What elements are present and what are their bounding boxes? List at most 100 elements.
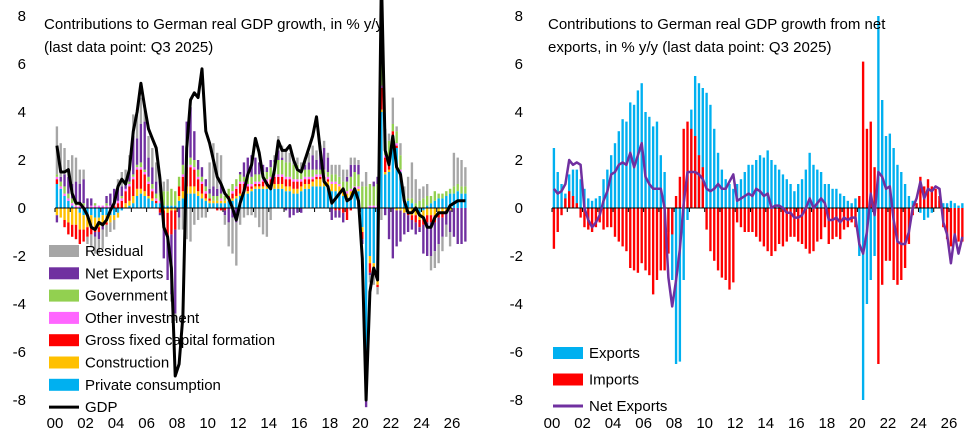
bar-gross-fixed-capital-formation (414, 215, 417, 223)
bar-other-investment (231, 191, 234, 194)
bar-imports (617, 208, 620, 242)
bar-residual (109, 222, 112, 232)
bar-residual (59, 143, 62, 177)
y-tick-label: -4 (510, 296, 523, 313)
bar-private-consumption (162, 205, 165, 208)
bar-exports (923, 208, 926, 220)
bar-imports (774, 208, 777, 252)
x-tick-label: 08 (666, 415, 683, 432)
bar-imports (602, 208, 605, 230)
bar-imports (705, 208, 708, 230)
bar-residual (391, 97, 395, 124)
bar-residual (364, 172, 368, 187)
bar-net-exports (334, 210, 337, 218)
bar-imports (755, 208, 758, 237)
legend-swatch-private-consumption (49, 378, 79, 391)
bar-private-consumption (101, 208, 104, 216)
bar-net-exports (307, 162, 311, 170)
bar-net-exports (246, 157, 249, 177)
bar-government (311, 169, 314, 177)
bar-government (219, 193, 223, 199)
bar-residual (231, 217, 234, 254)
bar-other-investment (277, 174, 280, 177)
bar-residual (357, 160, 360, 165)
bar-government (364, 186, 368, 208)
bar-private-consumption (406, 200, 410, 208)
bar-government (250, 176, 253, 184)
x-tick-label: 24 (413, 415, 430, 432)
bar-private-consumption (170, 205, 173, 208)
bar-net-exports (132, 136, 135, 175)
legend-swatch-net-exports (49, 267, 79, 280)
bar-imports (919, 176, 922, 208)
bar-residual (376, 287, 379, 295)
bar-construction (70, 208, 74, 225)
bar-government (231, 184, 234, 192)
bar-other-investment (357, 186, 360, 189)
x-tick-label: 02 (574, 415, 591, 432)
x-tick-label: 10 (696, 415, 713, 432)
bar-other-investment (135, 167, 139, 170)
bar-other-investment (120, 198, 123, 201)
bar-gross-fixed-capital-formation (395, 145, 398, 148)
bar-gross-fixed-capital-formation (204, 193, 207, 199)
bar-residual (315, 150, 318, 160)
bar-net-exports (342, 212, 345, 223)
y-tick-label: -8 (510, 392, 523, 409)
bar-private-consumption (258, 188, 261, 208)
bar-exports (705, 92, 708, 208)
bar-exports (770, 160, 773, 208)
bar-construction (223, 200, 227, 204)
x-tick-label: 14 (260, 415, 277, 432)
bar-private-consumption (311, 186, 314, 208)
bar-private-consumption (116, 208, 120, 213)
bar-other-investment (132, 176, 135, 180)
bar-residual (372, 275, 375, 285)
bar-government (280, 160, 284, 175)
bar-net-exports (63, 174, 66, 187)
bar-net-exports (296, 208, 299, 213)
bar-government (154, 193, 158, 199)
bar-construction (246, 191, 249, 194)
bar-government (361, 186, 364, 208)
legend-label: GDP (85, 399, 118, 416)
bar-construction (216, 200, 219, 204)
bar-exports (632, 104, 636, 208)
bar-construction (181, 191, 185, 199)
bar-other-investment (90, 205, 93, 208)
bar-net-exports (384, 208, 387, 216)
bar-other-investment (269, 176, 272, 180)
bar-construction (292, 188, 295, 194)
bar-private-consumption (135, 196, 139, 208)
bar-residual (433, 251, 437, 268)
bar-construction (273, 184, 276, 189)
bar-imports (629, 208, 632, 268)
bar-private-consumption (433, 200, 437, 208)
bar-gross-fixed-capital-formation (391, 131, 395, 136)
bar-other-investment (280, 174, 284, 177)
bar-residual (208, 162, 211, 189)
bar-gross-fixed-capital-formation (223, 208, 227, 211)
legend-label: Construction (85, 355, 169, 372)
bar-exports (953, 203, 956, 208)
bar-government (307, 169, 311, 177)
bar-net-exports (208, 188, 211, 194)
bar-other-investment (124, 188, 127, 192)
bar-imports (728, 208, 731, 290)
bar-residual (380, 208, 383, 220)
bar-residual (181, 208, 185, 230)
bar-residual (93, 236, 97, 254)
bar-residual (296, 157, 299, 165)
bar-imports (957, 208, 960, 242)
bar-construction (426, 208, 429, 216)
bar-construction (63, 208, 66, 220)
bar-government (200, 176, 204, 182)
bar-construction (90, 215, 93, 228)
bar-net-exports (143, 121, 146, 170)
bar-other-investment (368, 205, 372, 208)
bar-construction (170, 208, 173, 211)
bar-residual (258, 208, 261, 228)
bar-exports (678, 208, 682, 362)
bar-residual (437, 244, 440, 264)
bar-residual (246, 208, 249, 216)
